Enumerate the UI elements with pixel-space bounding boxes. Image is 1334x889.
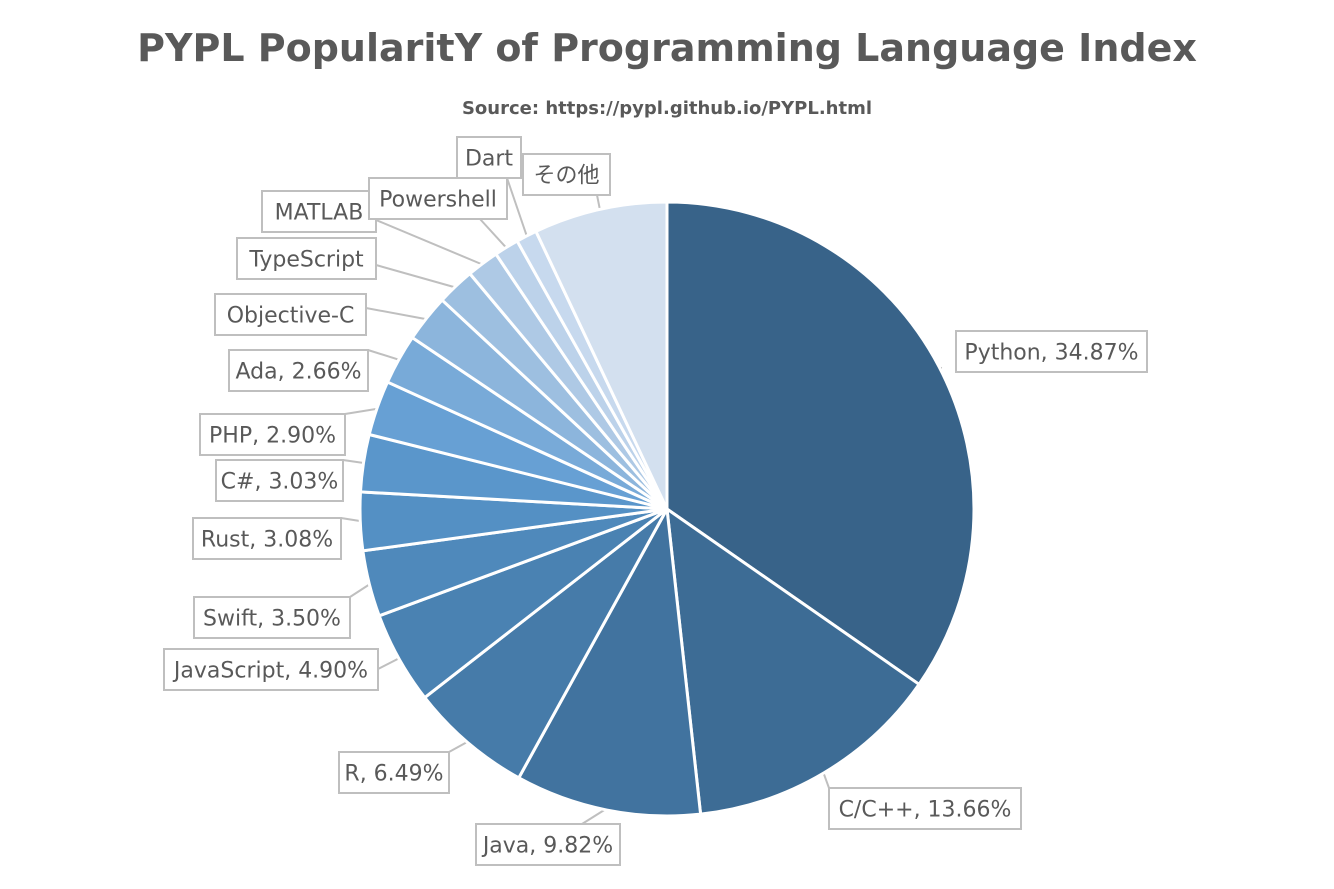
- data-label-box: [236, 237, 377, 280]
- leader-line: [375, 264, 458, 289]
- data-label: MATLAB: [261, 190, 377, 233]
- leader-line: [340, 517, 363, 523]
- data-label-box: [368, 177, 508, 220]
- leader-line: [479, 218, 509, 250]
- data-label-box: [955, 330, 1148, 373]
- leader-line: [367, 349, 402, 362]
- data-label: その他: [522, 153, 611, 196]
- data-label-text: PHP, 2.90%: [209, 424, 336, 449]
- pie-slice-python: [665, 200, 976, 686]
- data-label-box: [475, 823, 621, 866]
- data-label-box: [199, 413, 346, 456]
- data-label: Dart: [456, 136, 522, 179]
- data-label: Ada, 2.66%: [228, 349, 369, 392]
- data-label: Swift, 3.50%: [193, 596, 351, 639]
- data-label-text: Java, 9.82%: [481, 834, 613, 859]
- data-label-text: MATLAB: [275, 201, 364, 226]
- data-label-text: C#, 3.03%: [221, 470, 339, 495]
- data-label-text: Objective-C: [227, 304, 355, 329]
- leader-line: [349, 582, 372, 598]
- chart-title: PYPL PopularitY of Programming Language …: [137, 26, 1197, 70]
- data-label: Rust, 3.08%: [192, 517, 342, 560]
- leader-line: [506, 177, 529, 239]
- pie-slice-r: [423, 507, 669, 780]
- data-label-text: その他: [533, 164, 599, 189]
- leader-line: [342, 459, 366, 465]
- leader-line: [365, 307, 429, 321]
- data-label-box: [214, 293, 367, 336]
- data-label-text: Powershell: [379, 188, 497, 213]
- data-label-box: [456, 136, 522, 179]
- data-label: Python, 34.87%: [955, 330, 1148, 373]
- data-label-text: JavaScript, 4.90%: [172, 659, 368, 684]
- leader-line: [375, 219, 485, 267]
- data-label-text: Rust, 3.08%: [201, 528, 333, 553]
- data-label-box: [215, 459, 344, 502]
- pie-slice-c-c: [665, 507, 921, 816]
- data-label-text: Python, 34.87%: [964, 341, 1138, 366]
- data-label-box: [192, 517, 342, 560]
- pie-slice-java: [517, 507, 703, 818]
- data-label: Powershell: [368, 177, 508, 220]
- data-label-box: [163, 648, 379, 691]
- leader-line: [377, 656, 402, 670]
- data-label: JavaScript, 4.90%: [163, 648, 379, 691]
- chart-subtitle: Source: https://pypl.github.io/PYPL.html: [461, 98, 873, 119]
- data-label-text: TypeScript: [248, 248, 364, 273]
- data-label-text: Ada, 2.66%: [236, 360, 362, 385]
- data-label: PHP, 2.90%: [199, 413, 346, 456]
- data-label-text: Swift, 3.50%: [203, 607, 341, 632]
- data-label-text: R, 6.49%: [344, 762, 443, 787]
- data-label: C/C++, 13.66%: [828, 787, 1022, 830]
- data-label: R, 6.49%: [338, 751, 450, 794]
- data-label: Java, 9.82%: [475, 823, 621, 866]
- data-label-text: C/C++, 13.66%: [839, 798, 1012, 823]
- data-label-box: [522, 153, 611, 196]
- data-label-box: [828, 787, 1022, 830]
- leader-line: [344, 407, 380, 415]
- data-label-box: [228, 349, 369, 392]
- data-label: Objective-C: [214, 293, 367, 336]
- data-label-box: [338, 751, 450, 794]
- data-label: C#, 3.03%: [215, 459, 344, 502]
- data-label: TypeScript: [236, 237, 377, 280]
- data-label-box: [193, 596, 351, 639]
- pie-slice-other: [534, 200, 669, 511]
- data-label-text: Dart: [465, 147, 513, 172]
